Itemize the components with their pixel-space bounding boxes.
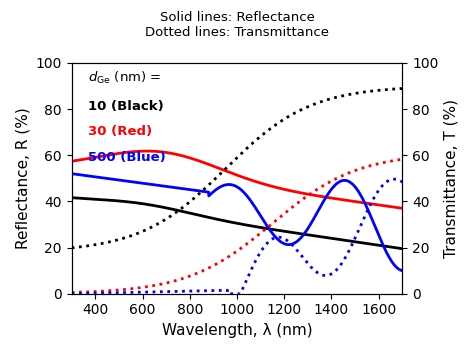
Text: 500 (Blue): 500 (Blue) [88,151,166,163]
X-axis label: Wavelength, λ (nm): Wavelength, λ (nm) [162,323,312,338]
Text: 10 (Black): 10 (Black) [88,100,164,113]
Y-axis label: Transmittance, T (%): Transmittance, T (%) [444,99,459,258]
Text: Solid lines: Reflectance
Dotted lines: Transmittance: Solid lines: Reflectance Dotted lines: T… [145,11,329,38]
Text: $d_\mathrm{Ge}$ (nm) =: $d_\mathrm{Ge}$ (nm) = [88,70,162,86]
Y-axis label: Reflectance, R (%): Reflectance, R (%) [15,107,30,249]
Text: 30 (Red): 30 (Red) [88,125,152,138]
